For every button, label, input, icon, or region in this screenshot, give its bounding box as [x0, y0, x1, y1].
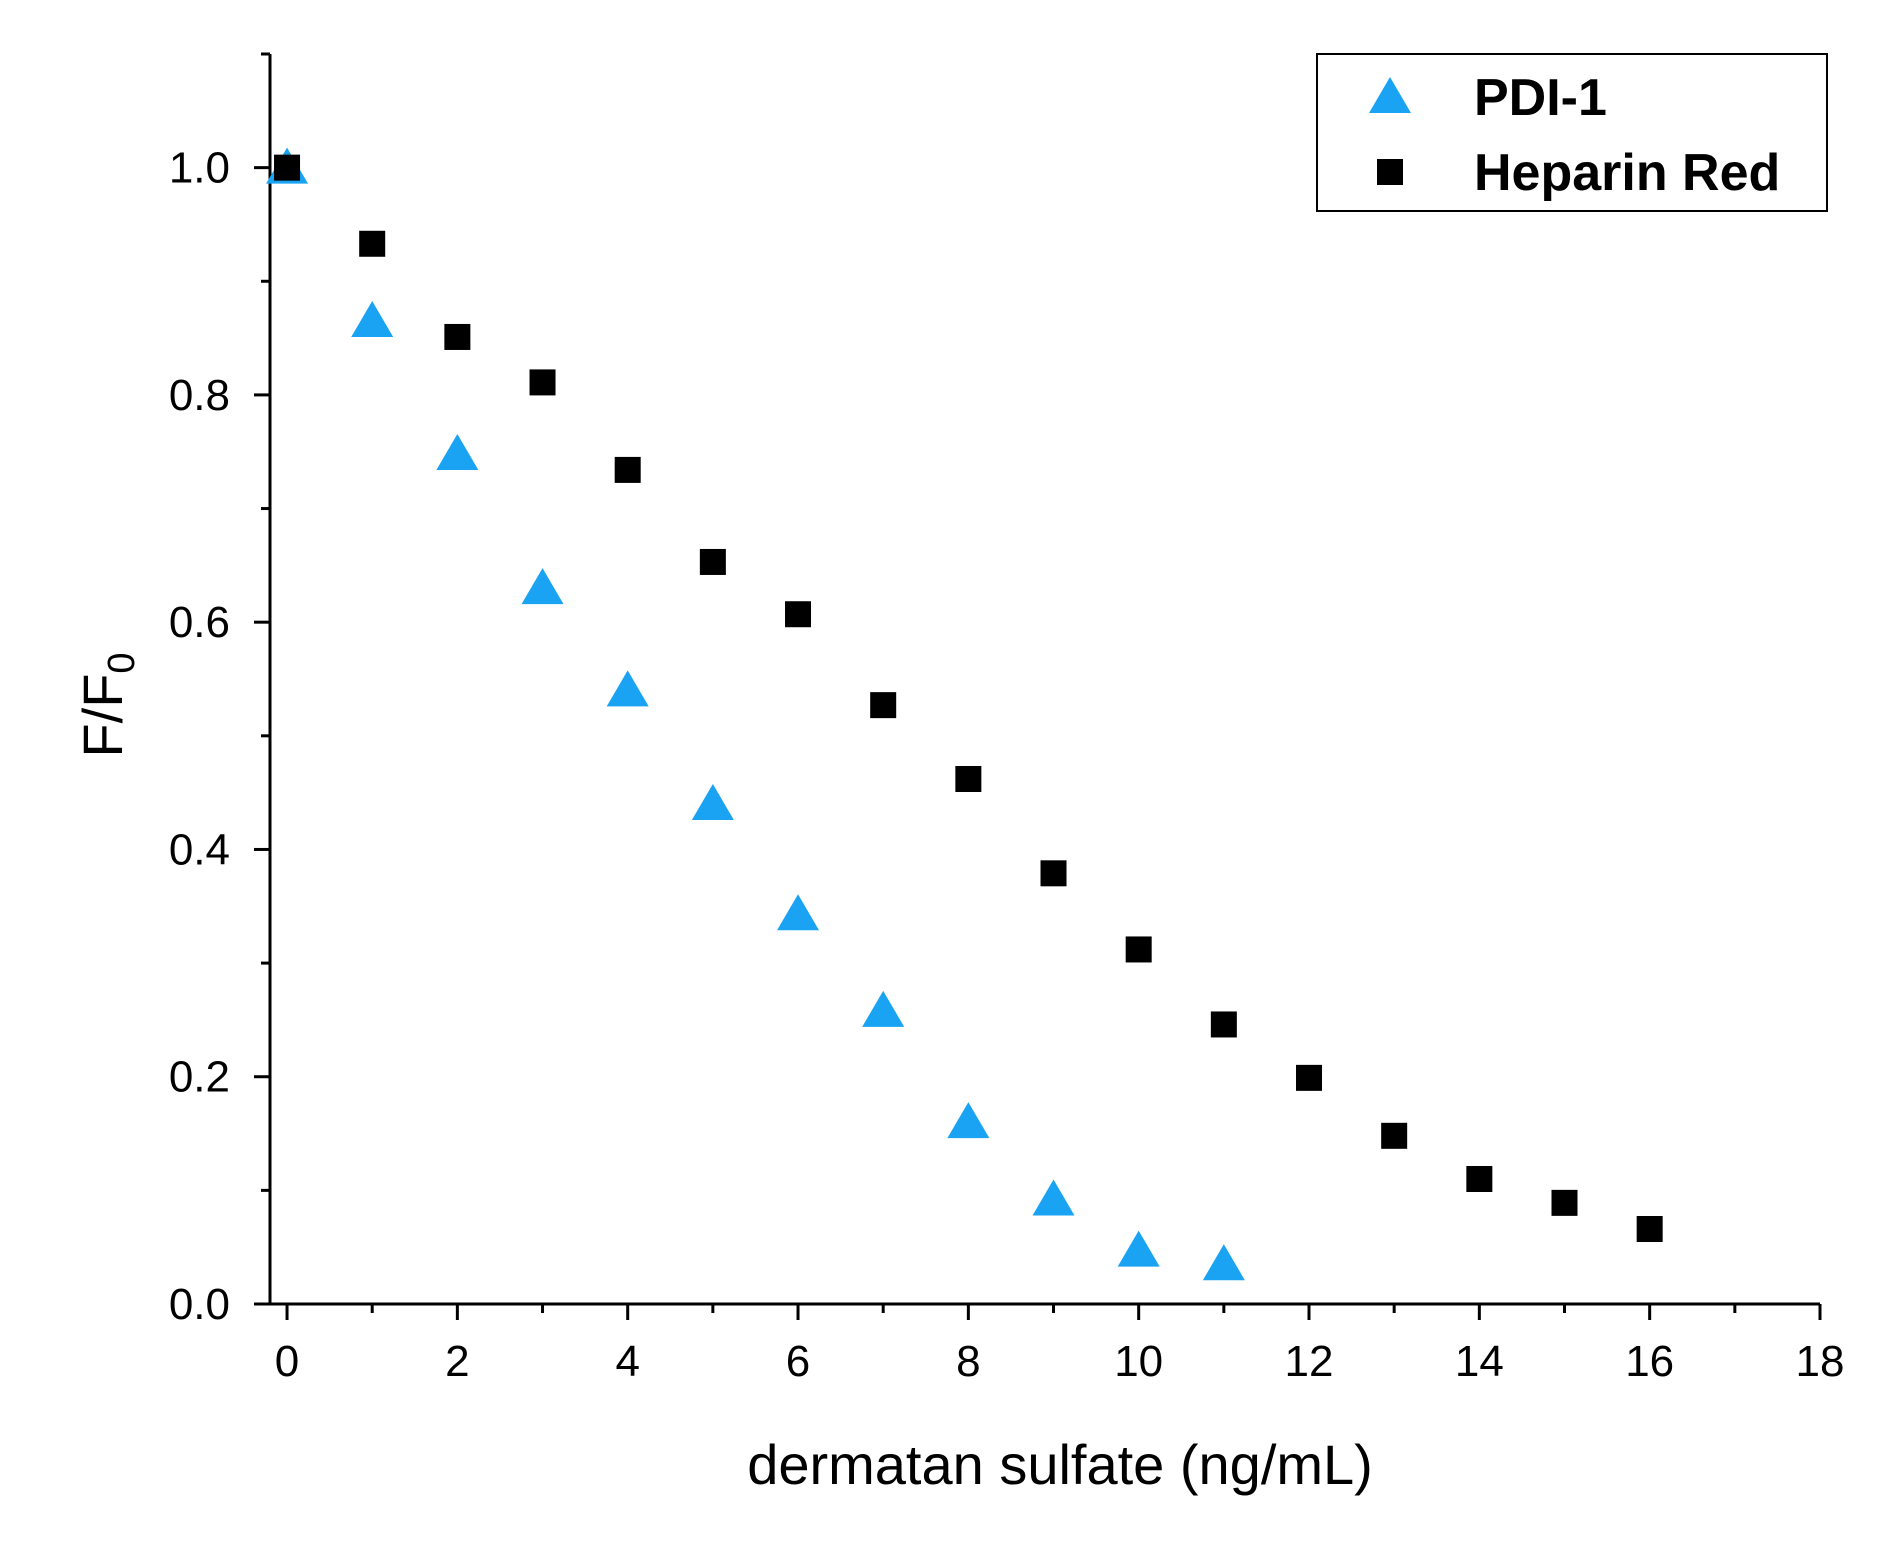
legend-label-pdi-1: PDI-1 — [1474, 69, 1607, 127]
data-point-pdi-1 — [1117, 1230, 1160, 1267]
data-point-heparin-red — [274, 154, 301, 181]
data-point-heparin-red — [529, 369, 556, 396]
axes — [268, 54, 1820, 1306]
x-tick-label: 8 — [956, 1337, 980, 1386]
x-tick-label: 12 — [1285, 1337, 1334, 1386]
data-point-pdi-1 — [1202, 1244, 1245, 1281]
x-tick-label: 4 — [615, 1337, 639, 1386]
x-tick-label: 16 — [1625, 1337, 1674, 1386]
data-point-heparin-red — [614, 456, 641, 483]
x-tick-label: 18 — [1796, 1337, 1845, 1386]
data-point-heparin-red — [1636, 1216, 1663, 1242]
y-tick-label: 0.2 — [169, 1053, 230, 1102]
x-tick-label: 2 — [445, 1337, 469, 1386]
x-tick-label: 14 — [1455, 1337, 1504, 1386]
data-point-heparin-red — [359, 230, 386, 257]
svg-text:F/F0: F/F0 — [71, 652, 143, 757]
x-tick-label: 6 — [786, 1337, 810, 1386]
data-point-pdi-1 — [862, 990, 905, 1027]
series-pdi-1 — [266, 147, 1245, 1281]
data-point-pdi-1 — [436, 434, 479, 470]
data-point-heparin-red — [444, 323, 471, 350]
series-heparin-red — [274, 154, 1663, 1242]
y-axis-title: F/F0 — [71, 652, 143, 757]
y-tick-label: 0.6 — [169, 598, 230, 647]
data-point-pdi-1 — [777, 894, 820, 931]
data-point-pdi-1 — [606, 670, 649, 707]
x-tick-label: 10 — [1114, 1337, 1163, 1386]
data-point-pdi-1 — [521, 568, 564, 605]
data-point-heparin-red — [1466, 1166, 1493, 1192]
data-point-heparin-red — [870, 692, 897, 719]
data-point-heparin-red — [1551, 1189, 1578, 1216]
data-point-heparin-red — [785, 601, 812, 628]
data-point-heparin-red — [699, 548, 726, 575]
data-point-heparin-red — [1125, 936, 1152, 963]
data-point-heparin-red — [1296, 1064, 1323, 1091]
data-point-heparin-red — [1210, 1011, 1237, 1038]
data-point-pdi-1 — [947, 1102, 990, 1139]
y-tick-label: 1.0 — [169, 144, 230, 193]
data-point-pdi-1 — [691, 784, 734, 820]
x-axis-title: dermatan sulfate (ng/mL) — [747, 1433, 1373, 1496]
y-tick-label: 0.4 — [169, 825, 230, 874]
data-point-pdi-1 — [1032, 1179, 1075, 1216]
y-axis-title-subscript: 0 — [101, 652, 143, 673]
data-point-pdi-1 — [351, 301, 394, 338]
data-point-heparin-red — [1040, 860, 1067, 887]
data-point-heparin-red — [955, 766, 982, 792]
x-tick-label: 0 — [275, 1337, 299, 1386]
y-tick-label: 0.0 — [169, 1280, 230, 1329]
data-point-heparin-red — [1381, 1122, 1408, 1149]
y-axis-title-main: F/F — [71, 674, 134, 758]
legend-marker-pdi-1 — [1369, 77, 1411, 113]
legend-marker-heparin-red — [1377, 159, 1403, 185]
legend: PDI-1 Heparin Red — [1316, 53, 1828, 212]
y-tick-label: 0.8 — [169, 371, 230, 420]
series-layer — [266, 147, 1663, 1281]
ticks: 0 2 4 6 8 10 12 14 16 18 0.0 0.2 0.4 0.6 0.8 1.0 — [169, 52, 1845, 1386]
legend-label-heparin-red: Heparin Red — [1474, 144, 1780, 202]
